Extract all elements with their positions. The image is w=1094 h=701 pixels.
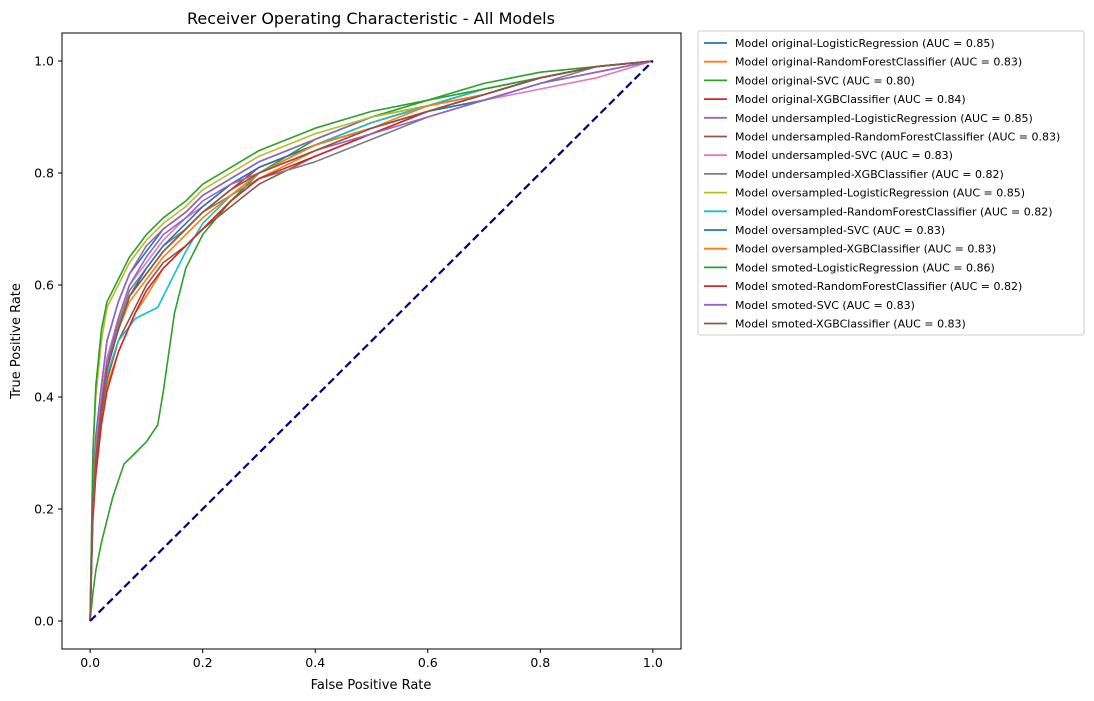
legend-entry: Model undersampled-RandomForestClassifie… — [735, 131, 1060, 144]
x-tick-label: 0.2 — [193, 655, 213, 670]
plot-lines — [89, 60, 654, 622]
legend-entry: Model smoted-XGBClassifier (AUC = 0.83) — [735, 318, 966, 331]
legend-entry: Model smoted-SVC (AUC = 0.83) — [735, 299, 915, 312]
roc-line-13 — [89, 60, 653, 622]
y-tick-label: 1.0 — [34, 54, 54, 69]
x-axis-ticks: 0.0 0.2 0.4 0.6 0.8 1.0 — [80, 649, 663, 670]
plot-frame — [61, 32, 682, 650]
legend: Model original-LogisticRegression (AUC =… — [697, 30, 1085, 336]
legend-entry: Model oversampled-RandomForestClassifier… — [735, 205, 1053, 218]
chance-diagonal-line — [89, 60, 654, 622]
legend-entry: Model oversampled-XGBClassifier (AUC = 0… — [735, 243, 996, 256]
legend-items: Model original-LogisticRegression (AUC =… — [704, 37, 1060, 331]
legend-entry: Model smoted-RandomForestClassifier (AUC… — [735, 280, 1022, 293]
legend-entry: Model undersampled-SVC (AUC = 0.83) — [735, 149, 953, 162]
legend-entry: Model original-SVC (AUC = 0.80) — [735, 74, 915, 87]
x-tick-label: 0.0 — [80, 655, 100, 670]
x-tick-label: 0.8 — [530, 655, 550, 670]
x-tick-label: 1.0 — [643, 655, 663, 670]
legend-entry: Model original-XGBClassifier (AUC = 0.84… — [735, 93, 966, 106]
x-axis-label: False Positive Rate — [311, 678, 432, 693]
legend-frame — [697, 30, 1085, 336]
legend-entry: Model original-LogisticRegression (AUC =… — [735, 37, 995, 50]
x-tick-label: 0.6 — [418, 655, 438, 670]
y-tick-label: 0.2 — [34, 502, 54, 517]
legend-entry: Model original-RandomForestClassifier (A… — [735, 56, 1022, 69]
y-tick-label: 0.4 — [34, 390, 54, 405]
y-tick-label: 0.8 — [34, 166, 54, 181]
roc-line-3 — [89, 60, 653, 622]
legend-entry: Model undersampled-LogisticRegression (A… — [735, 112, 1033, 125]
legend-entry: Model undersampled-XGBClassifier (AUC = … — [735, 168, 1004, 181]
y-axis-label: True Positive Rate — [9, 283, 24, 400]
legend-entry: Model oversampled-SVC (AUC = 0.83) — [735, 224, 945, 237]
y-tick-label: 0.0 — [34, 614, 54, 629]
legend-entry: Model oversampled-LogisticRegression (AU… — [735, 187, 1025, 200]
x-tick-label: 0.4 — [305, 655, 325, 670]
chart-title: Receiver Operating Characteristic - All … — [187, 9, 555, 28]
legend-entry: Model smoted-LogisticRegression (AUC = 0… — [735, 261, 995, 274]
roc-line-16 — [89, 60, 653, 622]
y-tick-label: 0.6 — [34, 278, 54, 293]
y-axis-ticks: 0.0 0.2 0.4 0.6 0.8 1.0 — [34, 54, 62, 629]
